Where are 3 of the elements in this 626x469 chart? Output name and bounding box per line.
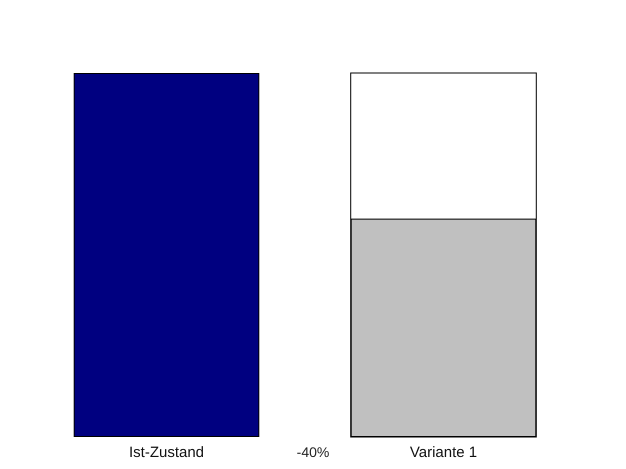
text: -40% xyxy=(296,444,330,460)
x-tick-label: Ist-Zustand xyxy=(128,444,204,461)
x-tick-label: Variante 1 xyxy=(410,444,478,461)
